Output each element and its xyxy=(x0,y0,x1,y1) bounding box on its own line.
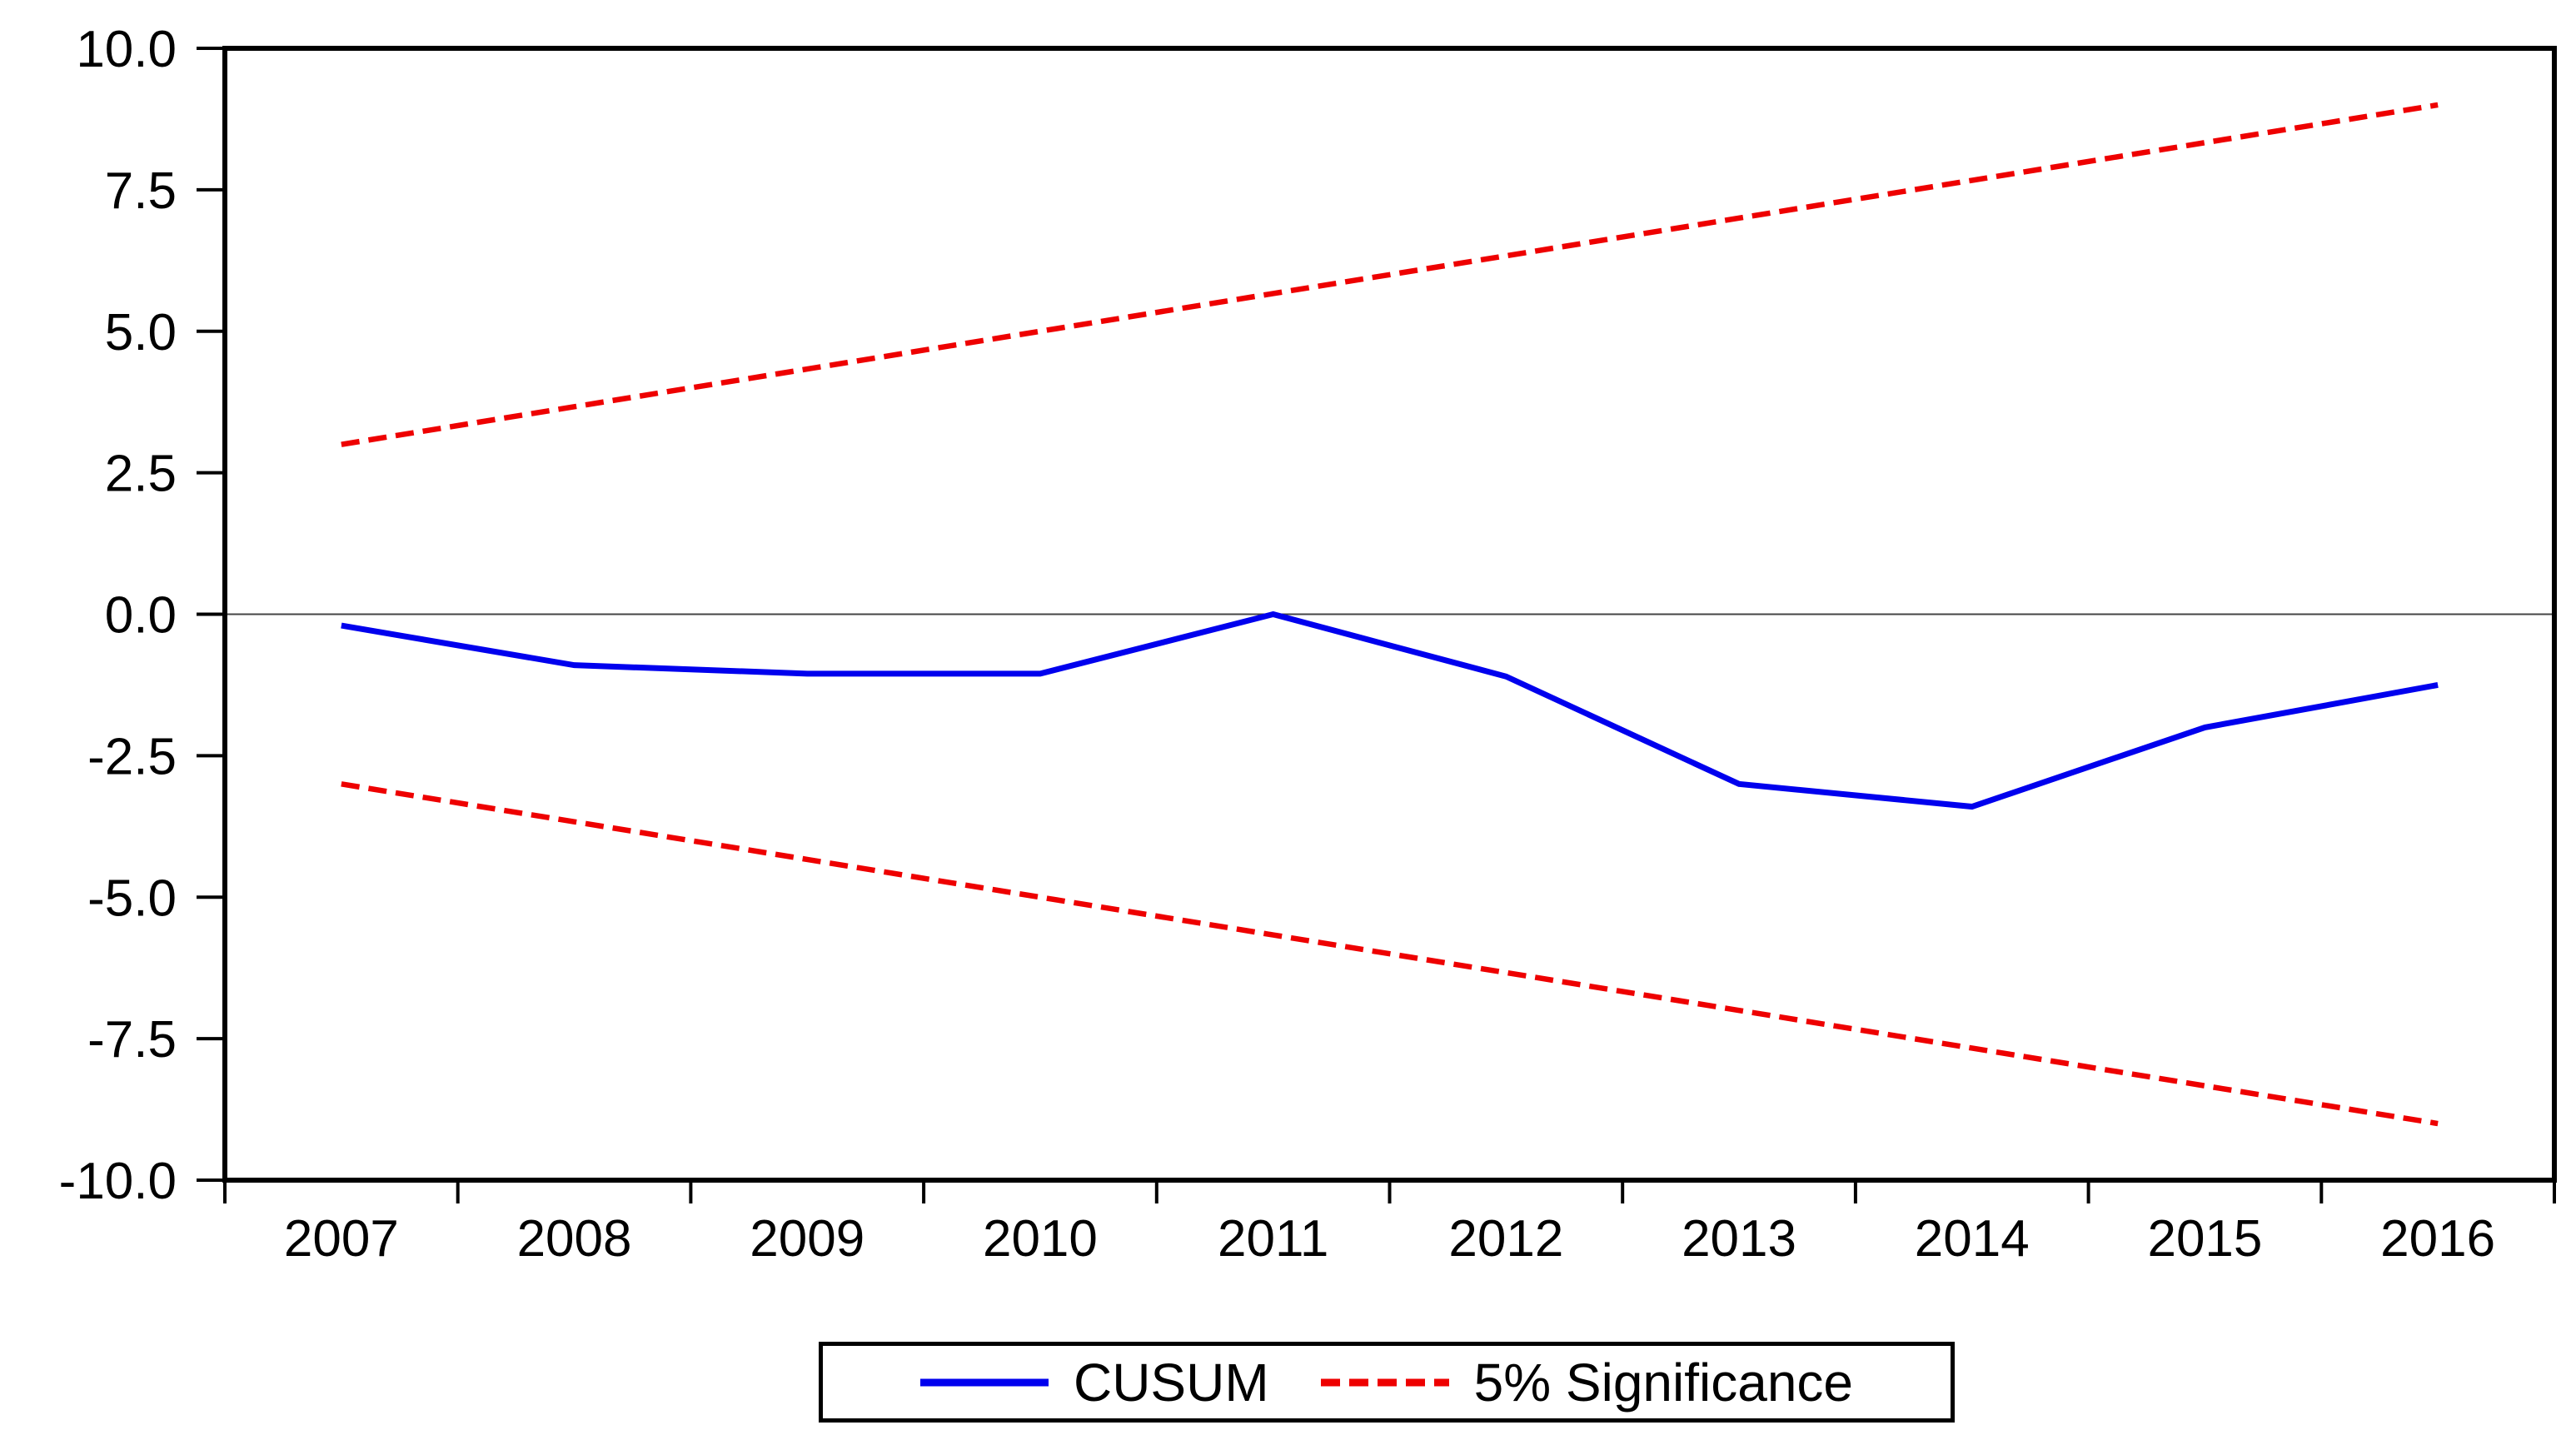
significance-lower-line xyxy=(341,781,2439,1127)
legend-label-significance: 5% Significance xyxy=(1473,1352,1854,1413)
y-axis-tick-label: 5.0 xyxy=(105,304,177,361)
significance-line-swatch xyxy=(1320,1378,1449,1386)
x-axis-tick-label: 2013 xyxy=(1682,1210,1796,1268)
legend-entry-cusum: CUSUM xyxy=(919,1352,1269,1413)
y-axis-tick-label: -2.5 xyxy=(87,728,177,785)
x-axis-tick-label: 2015 xyxy=(2147,1210,2262,1268)
y-axis-tick-label: -5.0 xyxy=(87,870,177,927)
legend-entry-significance: 5% Significance xyxy=(1320,1352,1854,1413)
cusum-line-swatch xyxy=(919,1378,1049,1386)
y-axis-tick-label: 2.5 xyxy=(105,446,177,503)
x-axis-tick-label: 2012 xyxy=(1448,1210,1563,1268)
cusum-line xyxy=(341,610,2439,810)
x-axis-tick-label: 2009 xyxy=(750,1210,864,1268)
legend-box: CUSUM 5% Significance xyxy=(819,1342,1955,1423)
x-axis-tick-label: 2007 xyxy=(284,1210,399,1268)
significance-upper-line xyxy=(341,102,2439,447)
x-axis-tick-label: 2008 xyxy=(517,1210,632,1268)
x-axis-tick-label: 2010 xyxy=(983,1210,1098,1268)
y-axis-tick-label: -10.0 xyxy=(59,1153,177,1210)
y-axis-tick-label: 7.5 xyxy=(105,162,177,220)
x-axis-tick-label: 2014 xyxy=(1915,1210,2030,1268)
x-axis-tick-label: 2011 xyxy=(1218,1210,1328,1268)
y-axis-tick-label: 10.0 xyxy=(76,21,177,78)
legend-label-cusum: CUSUM xyxy=(1073,1352,1269,1413)
x-axis-tick-label: 2016 xyxy=(2380,1210,2495,1268)
y-axis-tick-label: -7.5 xyxy=(87,1011,177,1069)
y-axis-tick-label: 0.0 xyxy=(105,587,177,645)
